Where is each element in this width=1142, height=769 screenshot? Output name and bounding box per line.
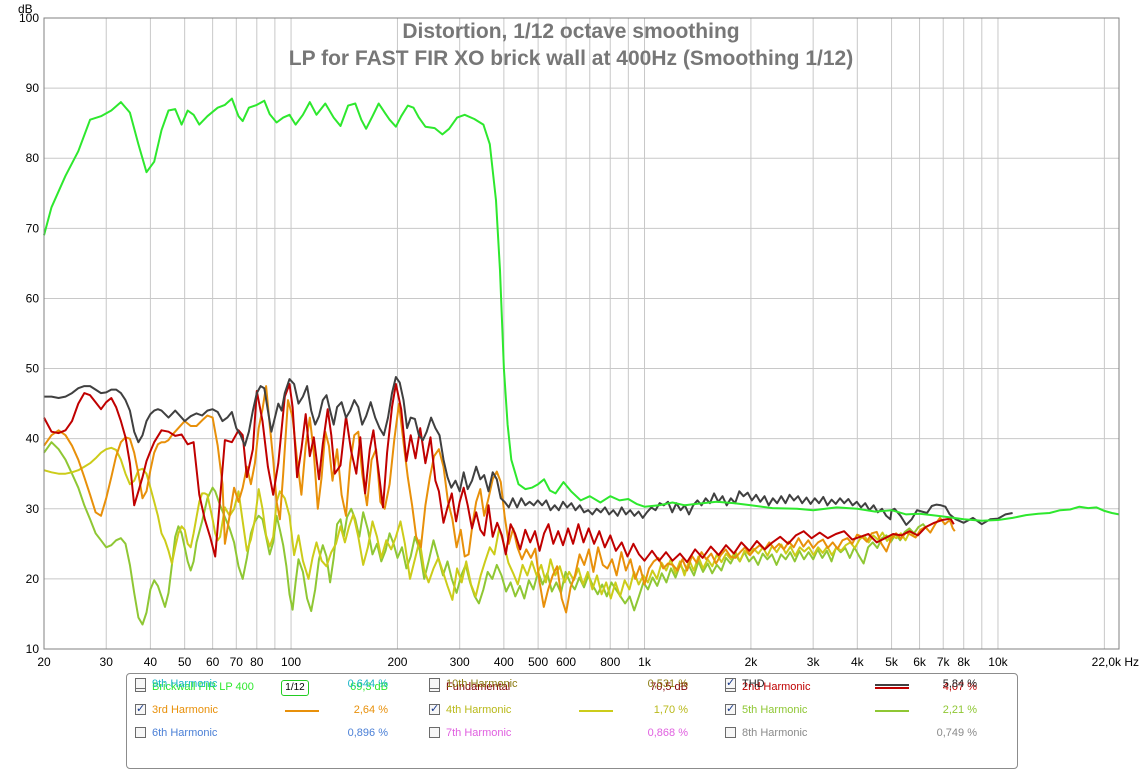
x-tick-label: 2k bbox=[745, 655, 759, 669]
y-tick-label: 60 bbox=[26, 291, 40, 305]
y-tick-label: 80 bbox=[26, 151, 40, 165]
legend-item-h6: 6th Harmonic 0,896 % bbox=[135, 723, 388, 743]
legend-item-h10: 10th Harmonic 0,531 % bbox=[429, 674, 688, 694]
x-tick-label: 300 bbox=[450, 655, 470, 669]
legend-label: Brickwall FIR LP 400 bbox=[152, 681, 254, 693]
legend-item-h7: 7th Harmonic 0,868 % bbox=[429, 723, 688, 743]
legend-value: 1,70 % bbox=[653, 704, 688, 716]
x-tick-label: 1k bbox=[638, 655, 652, 669]
y-tick-label: 90 bbox=[26, 81, 40, 95]
legend-value: 0,868 % bbox=[647, 727, 688, 739]
series-line-brickwall-fir-lp-400 bbox=[43, 97, 1120, 522]
legend-item-h5: 5th Harmonic 2,21 % bbox=[725, 700, 977, 720]
plot-frame bbox=[43, 17, 1120, 650]
legend-checkbox-h10[interactable] bbox=[429, 678, 440, 689]
legend-checkbox-h4[interactable] bbox=[429, 702, 440, 715]
x-tick-label: 8k bbox=[957, 655, 971, 669]
x-tick-label: 200 bbox=[387, 655, 407, 669]
legend-value: 0,531 % bbox=[647, 678, 688, 690]
x-tick-label: 60 bbox=[206, 655, 220, 669]
x-tick-label: 500 bbox=[528, 655, 548, 669]
legend-line-swatch bbox=[875, 710, 909, 712]
legend-label: 10th Harmonic bbox=[446, 678, 518, 690]
legend-line-swatch bbox=[285, 710, 319, 712]
legend-value: 69,3 dB bbox=[350, 681, 388, 693]
legend-item-h4: 4th Harmonic 1,70 % bbox=[429, 700, 688, 720]
x-tick-label: 20 bbox=[37, 655, 51, 669]
legend-label: 8th Harmonic bbox=[742, 727, 808, 739]
legend-value: 2,64 % bbox=[353, 704, 388, 716]
x-tick-label: 400 bbox=[494, 655, 514, 669]
y-tick-label: 70 bbox=[26, 221, 40, 235]
y-tick-label: 20 bbox=[26, 572, 40, 586]
legend-label: 7th Harmonic bbox=[446, 727, 512, 739]
legend-checkbox-h6[interactable] bbox=[135, 727, 146, 738]
legend-panel: Brickwall FIR LP 400 1/12 69,3 dB Fundament… bbox=[126, 673, 1018, 769]
legend-label: Fundamental bbox=[446, 681, 511, 693]
distortion-chart: Distortion, 1/12 octave smoothing LP for… bbox=[18, 2, 1139, 669]
y-tick-label: 50 bbox=[26, 362, 40, 376]
x-tick-label: 100 bbox=[281, 655, 301, 669]
x-tick-label: 80 bbox=[250, 655, 264, 669]
y-tick-label: 10 bbox=[26, 642, 40, 656]
legend-label: 3rd Harmonic bbox=[152, 704, 219, 716]
legend-checkbox-h3[interactable] bbox=[135, 702, 146, 715]
legend-label: 9th Harmonic bbox=[152, 678, 218, 690]
y-tick-label: 30 bbox=[26, 502, 40, 516]
smoothing-indicator[interactable]: 1/12 bbox=[281, 680, 309, 696]
y-tick-label: 40 bbox=[26, 432, 40, 446]
legend-value: 0,749 % bbox=[936, 727, 977, 739]
series-line-3rd-harmonic bbox=[43, 385, 956, 614]
legend-value: 2,21 % bbox=[942, 704, 977, 716]
x-tick-label: 600 bbox=[556, 655, 576, 669]
y-axis-unit: dB bbox=[18, 2, 33, 16]
legend-item-thd: THD 5,84 % bbox=[725, 674, 977, 694]
chart-title: Distortion, 1/12 octave smoothing bbox=[402, 20, 739, 43]
x-tick-label: 4k bbox=[851, 655, 865, 669]
x-tick-label: 22,0k Hz bbox=[1092, 655, 1139, 669]
x-tick-label: 800 bbox=[600, 655, 620, 669]
legend-item-fundamental: Fundamental 70,5 dB bbox=[429, 677, 688, 697]
legend-checkbox-h7[interactable] bbox=[429, 727, 440, 738]
legend-value: 5,84 % bbox=[942, 678, 977, 690]
legend-value: 0,896 % bbox=[347, 727, 388, 739]
legend-checkbox-thd[interactable] bbox=[725, 676, 736, 689]
legend-item-h9: 9th Harmonic 0,644 % bbox=[135, 674, 388, 694]
x-tick-label: 6k bbox=[913, 655, 927, 669]
series-layer bbox=[43, 97, 1120, 626]
legend-item-h2: 2nd Harmonic 4,07 % bbox=[725, 677, 977, 697]
legend-checkbox-h8[interactable] bbox=[725, 727, 736, 738]
legend-label: 4th Harmonic bbox=[446, 704, 512, 716]
legend-label: 5th Harmonic bbox=[742, 704, 808, 716]
series-line-2nd-harmonic bbox=[43, 383, 955, 564]
legend-value: 70,5 dB bbox=[650, 681, 688, 693]
legend-label: 6th Harmonic bbox=[152, 727, 218, 739]
legend-checkbox-h9[interactable] bbox=[135, 678, 146, 689]
legend-value: 4,07 % bbox=[942, 681, 977, 693]
series-line-thd bbox=[44, 376, 1013, 526]
legend-value: 0,644 % bbox=[347, 678, 388, 690]
y-tick-labels: 10 20 30 40 50 60 70 80 90 100 bbox=[19, 11, 39, 656]
chart-subtitle: LP for FAST FIR XO brick wall at 400Hz (… bbox=[289, 47, 853, 70]
legend-label: THD bbox=[742, 678, 765, 690]
x-tick-label: 30 bbox=[100, 655, 114, 669]
legend-item-h3: 3rd Harmonic 2,64 % bbox=[135, 700, 388, 720]
legend-checkbox-h5[interactable] bbox=[725, 702, 736, 715]
legend-item-h8: 8th Harmonic 0,749 % bbox=[725, 723, 977, 743]
x-tick-label: 40 bbox=[144, 655, 158, 669]
x-tick-label: 50 bbox=[178, 655, 192, 669]
legend-label: 2nd Harmonic bbox=[742, 681, 811, 693]
series-line-4th-harmonic bbox=[43, 446, 916, 601]
x-tick-labels: 20 30 40 50 60 70 80 100 200 300 400 500 600 800 1k 2k 3… bbox=[37, 655, 1139, 669]
legend-line-swatch bbox=[579, 710, 613, 712]
legend-line-swatch bbox=[875, 684, 909, 686]
x-tick-label: 7k bbox=[937, 655, 951, 669]
x-tick-label: 3k bbox=[807, 655, 821, 669]
legend-line-swatch bbox=[875, 687, 909, 689]
y-tick-label: 100 bbox=[19, 11, 39, 25]
x-tick-label: 70 bbox=[230, 655, 244, 669]
x-tick-label: 5k bbox=[885, 655, 899, 669]
x-tick-label: 10k bbox=[988, 655, 1008, 669]
